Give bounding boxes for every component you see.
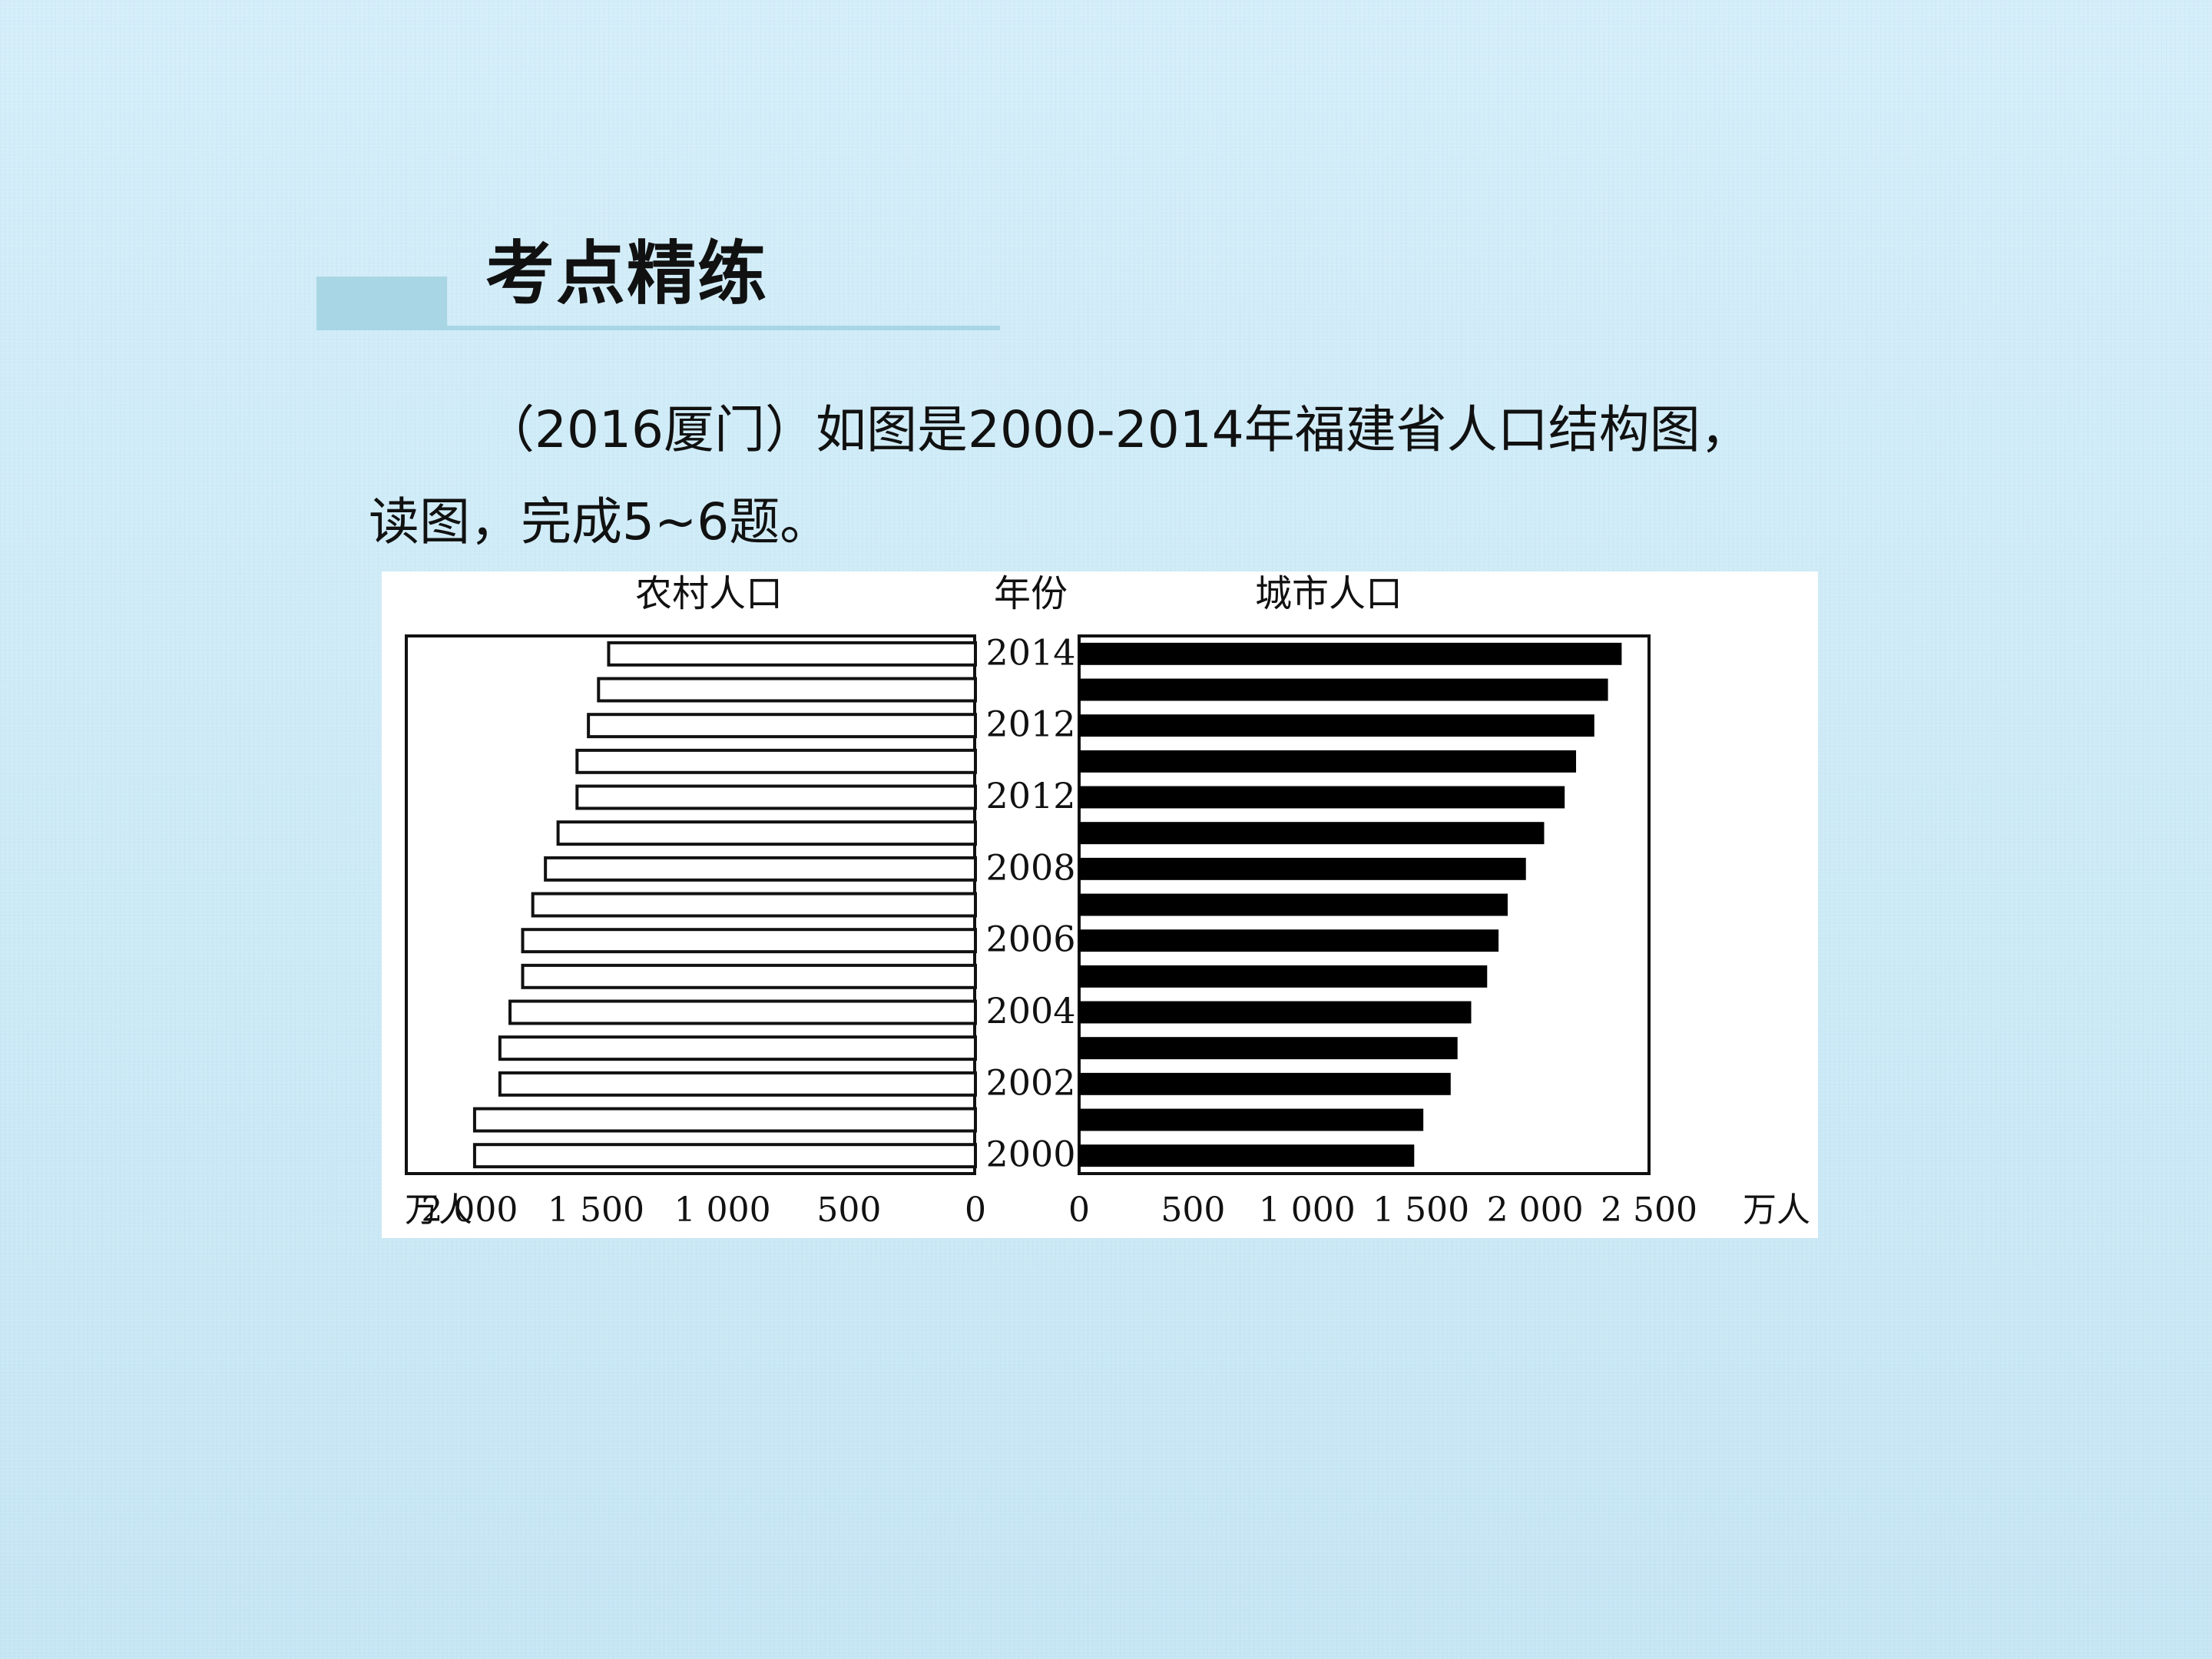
rural-bar-2004: [508, 999, 977, 1025]
question-text: （2016厦门）如图是2000-2014年福建省人口结构图， 读图，完成5~6题…: [369, 384, 1851, 568]
year-label: 2002: [985, 1061, 1075, 1103]
right-tick-label: 2 000: [1487, 1190, 1584, 1230]
urban-bar-2012: [1079, 714, 1594, 737]
right-tick-label: 2 500: [1601, 1190, 1697, 1230]
rural-bar-2000: [472, 1143, 978, 1169]
urban-bar-2004: [1079, 1001, 1472, 1024]
urban-bar-2002: [1079, 1072, 1451, 1095]
left-chart-title: 农村人口: [635, 572, 783, 615]
rural-bar-2007: [531, 892, 977, 918]
right-unit-label: 万人: [1743, 1190, 1810, 1230]
right-tick-label: 500: [1161, 1190, 1225, 1230]
rural-bar-2011: [575, 748, 978, 774]
section-title: 考点精练: [485, 233, 768, 314]
center-chart-title: 年份: [994, 572, 1068, 615]
urban-bar-2007: [1079, 893, 1508, 916]
urban-bar-2010: [1079, 786, 1565, 809]
urban-bar-2009: [1079, 822, 1545, 845]
heading-underline: [445, 326, 1000, 330]
urban-bar-2000: [1079, 1144, 1415, 1167]
urban-bar-2014: [1079, 642, 1622, 665]
urban-bar-2011: [1079, 750, 1577, 773]
year-label: 2008: [985, 846, 1075, 888]
question-line-1: （2016厦门）如图是2000-2014年福建省人口结构图，: [484, 400, 1751, 459]
right-tick-label: 1 000: [1259, 1190, 1356, 1230]
left-tick-label: 1 000: [674, 1190, 771, 1230]
rural-bar-2014: [607, 641, 977, 667]
population-chart-svg: 农村人口 年份 城市人口 2014 2012 2012 2008 2006 2004 200…: [405, 572, 1810, 1230]
urban-bar-2001: [1079, 1108, 1424, 1131]
rural-bar-2009: [556, 820, 978, 846]
urban-bar-2003: [1079, 1037, 1458, 1060]
urban-bar-2013: [1079, 678, 1608, 701]
rural-bar-2013: [597, 677, 977, 703]
rural-bar-2002: [498, 1071, 977, 1097]
right-tick-label: 0: [1068, 1190, 1090, 1230]
urban-bar-2008: [1079, 857, 1526, 880]
left-tick-label: 2 000: [421, 1190, 518, 1230]
urban-bar-2005: [1079, 965, 1488, 988]
population-chart: 农村人口 年份 城市人口 2014 2012 2012 2008 2006 2004 200…: [382, 571, 1818, 1238]
right-tick-label: 1 500: [1373, 1190, 1469, 1230]
right-chart-title: 城市人口: [1255, 572, 1402, 615]
year-label: 2012: [985, 704, 1075, 745]
year-label: 2006: [985, 919, 1075, 960]
question-line-2: 读图，完成5~6题。: [369, 492, 831, 551]
rural-bar-2010: [575, 784, 978, 810]
rural-bar-2005: [521, 963, 977, 989]
year-label: 2014: [985, 631, 1075, 673]
left-tick-label: 1 500: [548, 1190, 644, 1230]
rural-bar-2003: [498, 1035, 977, 1061]
rural-bar-2008: [544, 856, 977, 882]
left-tick-label: 500: [816, 1190, 881, 1230]
rural-bar-2006: [521, 928, 977, 954]
rural-bar-2012: [587, 713, 977, 739]
left-tick-label: 0: [965, 1190, 986, 1230]
year-label: 2004: [985, 990, 1075, 1031]
rural-bar-2001: [472, 1107, 978, 1133]
year-label: 2000: [985, 1134, 1075, 1175]
left-unit-label: 万人: [405, 1190, 472, 1230]
urban-bar-2006: [1079, 929, 1499, 952]
year-label: 2012: [985, 775, 1075, 816]
heading-accent-bar: [316, 276, 447, 330]
